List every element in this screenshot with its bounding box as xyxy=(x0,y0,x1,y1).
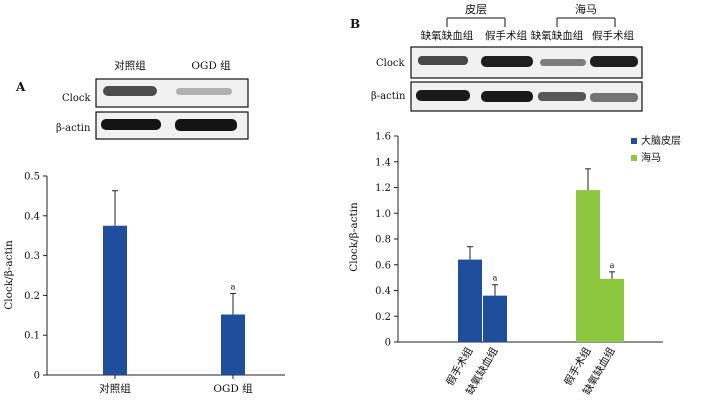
panel-a-significance-mark: a xyxy=(231,282,236,291)
panel-b-row-label-clock: Clock xyxy=(376,58,405,69)
blot-band xyxy=(176,88,232,95)
legend-swatch-cortex xyxy=(631,138,637,144)
panel-a-y-tick-label: 0.1 xyxy=(24,331,40,342)
panel-b-y-tick-label: 1.6 xyxy=(375,132,391,143)
panel-a-y-tick-label: 0.3 xyxy=(24,251,40,262)
legend-label-cortex: 大脑皮层 xyxy=(641,134,681,147)
panel-a-x-tick-label: OGD 组 xyxy=(213,382,253,395)
panel-b-lane-label-3: 缺氧缺血组 xyxy=(531,29,584,42)
blot-band xyxy=(540,59,586,66)
panel-b-letter: B xyxy=(350,17,360,31)
panel-b-lane-label-2: 假手术组 xyxy=(485,29,527,42)
legend-label-hippocampus: 海马 xyxy=(641,151,661,164)
panel-b-group-bracket-hippocampus xyxy=(556,17,616,27)
panel-a-lane-label-control: 对照组 xyxy=(114,59,146,72)
panel-a-lane-label-ogd: OGD 组 xyxy=(191,59,231,72)
blot-band xyxy=(538,92,586,101)
panel-a-chart: 0 0.1 0.2 0.3 0.4 0.5 对照组 a OGD 组 Clock/β-actin xyxy=(3,172,285,395)
blot-band xyxy=(590,56,638,67)
blot-band xyxy=(103,86,157,96)
blot-band xyxy=(481,56,533,67)
panel-b-group-label-hippocampus: 海马 xyxy=(575,2,597,16)
panel-a-x-tick-label: 对照组 xyxy=(99,382,131,395)
panel-b-bar xyxy=(600,278,624,342)
panel-a-bar xyxy=(221,314,245,375)
blot-band xyxy=(481,91,533,102)
panel-b-y-tick-label: 0.8 xyxy=(375,235,391,246)
panel-a-y-tick-label: 0.4 xyxy=(24,211,40,222)
blot-band xyxy=(101,119,161,130)
panel-a-row-label-clock: Clock xyxy=(62,93,91,104)
panel-b-bar xyxy=(458,259,482,342)
panel-a-y-tick-label: 0 xyxy=(34,371,40,382)
panel-b-y-tick-label: 1.0 xyxy=(375,209,391,220)
panel-b-lane-label-1: 缺氧缺血组 xyxy=(421,29,474,42)
panel-b-bar xyxy=(483,295,507,342)
panel-b-y-axis-label: Clock/β-actin xyxy=(348,202,360,272)
panel-a-letter: A xyxy=(15,80,26,94)
blot-band xyxy=(416,90,470,101)
panel-b-group-label-cortex: 皮层 xyxy=(465,3,487,16)
panel-b-y-tick-label: 0.2 xyxy=(375,312,391,323)
panel-a-bar xyxy=(103,225,127,375)
blot-band xyxy=(418,56,468,65)
panel-b-legend: 大脑皮层 海马 xyxy=(631,134,681,164)
panel-b-significance-mark: a xyxy=(610,261,615,270)
panel-b-y-tick-label: 1.4 xyxy=(375,157,391,168)
panel-b-significance-mark: a xyxy=(493,274,498,283)
blot-band xyxy=(175,119,237,131)
panel-b-y-tick-label: 0 xyxy=(385,338,391,349)
panel-b-lane-label-4: 假手术组 xyxy=(592,29,634,42)
panel-a-y-tick-label: 0.2 xyxy=(24,291,40,302)
panel-b-blot-clock xyxy=(410,46,643,79)
panel-b-group-bracket-cortex xyxy=(446,17,506,27)
panel-b-y-tick-label: 1.2 xyxy=(375,183,391,194)
panel-a-blot-actin xyxy=(95,111,249,140)
panel-b-row-label-actin: β-actin xyxy=(371,91,406,102)
blot-band xyxy=(590,93,638,102)
panel-b-y-tick-label: 0.6 xyxy=(375,260,391,271)
panel-b-blot-actin xyxy=(410,81,643,112)
panel-a-row-label-actin: β-actin xyxy=(56,123,91,134)
panel-a-y-tick-label: 0.5 xyxy=(24,172,40,183)
panel-a-y-axis-label: Clock/β-actin xyxy=(3,240,15,310)
panel-b-y-tick-label: 0.4 xyxy=(375,286,391,297)
panel-b-bar xyxy=(576,190,600,342)
panel-a-blot-clock xyxy=(95,78,249,108)
legend-swatch-hippocampus xyxy=(631,155,637,161)
